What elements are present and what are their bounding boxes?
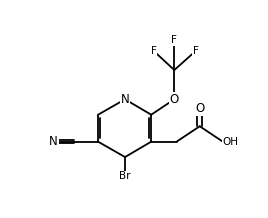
Text: N: N <box>49 135 58 148</box>
Text: OH: OH <box>223 137 239 147</box>
Text: F: F <box>151 46 157 56</box>
Text: O: O <box>195 102 204 115</box>
Text: O: O <box>170 93 179 106</box>
Text: F: F <box>171 35 177 45</box>
Text: Br: Br <box>119 171 131 181</box>
Text: N: N <box>121 93 129 106</box>
Text: F: F <box>193 46 199 56</box>
